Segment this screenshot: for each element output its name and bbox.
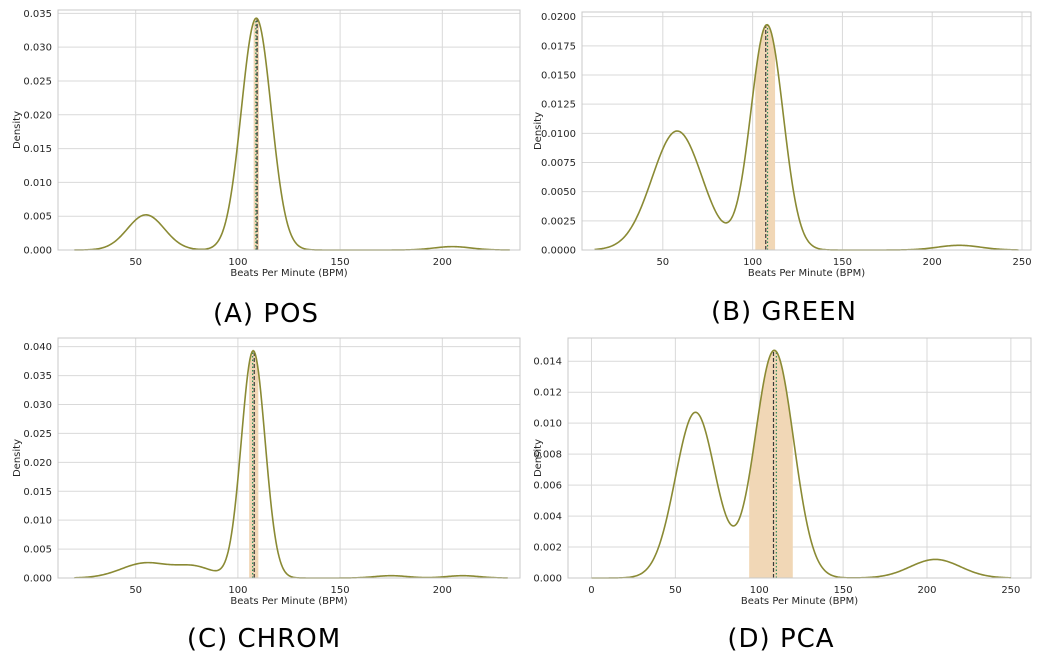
- y-tick-label: 0.005: [23, 545, 52, 556]
- x-tick-label: 50: [129, 585, 142, 596]
- x-tick-label: 0: [588, 585, 594, 596]
- y-tick-label: 0.014: [533, 357, 562, 368]
- y-tick-label: 0.012: [533, 388, 562, 399]
- y-tick-label: 0.002: [533, 543, 562, 554]
- x-tick-label: 200: [433, 585, 452, 596]
- y-tick-label: 0.030: [23, 43, 52, 54]
- x-tick-label: 100: [750, 585, 769, 596]
- plot-frame: [57, 9, 521, 251]
- y-tick-label: 0.040: [23, 342, 52, 353]
- density-curve: [594, 23, 1019, 251]
- density-curve: [74, 349, 508, 579]
- y-axis-label: Density: [12, 439, 23, 477]
- y-tick-label: 0.010: [533, 419, 562, 430]
- y-tick-label: 0.020: [23, 110, 52, 121]
- y-axis-label: Density: [533, 439, 544, 477]
- subplot-1: 0.0000 0.0025 0.0050 0.0075 0.0100 0.0125 0.01…: [533, 11, 1032, 327]
- confidence-band: [249, 350, 259, 578]
- y-tick-label: 0.0150: [541, 71, 576, 82]
- x-tick-label: 200: [433, 257, 452, 268]
- x-tick-label: 250: [1012, 257, 1031, 268]
- x-tick-label: 150: [834, 585, 853, 596]
- plot-frame: [581, 11, 1032, 251]
- density-curve: [74, 17, 510, 251]
- x-tick-label: 50: [656, 257, 669, 268]
- x-tick-label: 150: [331, 257, 350, 268]
- x-tick-label: 150: [331, 585, 350, 596]
- y-tick-label: 0.035: [23, 371, 52, 382]
- y-tick-label: 0.0075: [541, 158, 576, 169]
- y-tick-label: 0.0025: [541, 216, 576, 227]
- subplot-0: 0.000 0.005 0.010 0.015 0.020 0.025 0.030 0.035…: [12, 9, 521, 329]
- x-tick-label: 50: [669, 585, 682, 596]
- y-tick-label: 0.030: [23, 400, 52, 411]
- y-tick-label: 0.0050: [541, 187, 576, 198]
- y-tick-label: 0.0125: [541, 100, 576, 111]
- x-tick-label: 150: [833, 257, 852, 268]
- y-tick-label: 0.000: [23, 574, 52, 585]
- y-tick-label: 0.0175: [541, 41, 576, 52]
- y-tick-label: 0.000: [533, 574, 562, 585]
- y-tick-label: 0.000: [23, 246, 52, 257]
- x-tick-label: 100: [228, 585, 247, 596]
- subplot-2: 0.000 0.005 0.010 0.015 0.020 0.025 0.030 0.035…: [12, 337, 521, 653]
- y-tick-label: 0.010: [23, 178, 52, 189]
- plot-frame: [57, 337, 521, 579]
- y-tick-label: 0.010: [23, 516, 52, 527]
- x-tick-label: 50: [129, 257, 142, 268]
- y-tick-label: 0.015: [23, 487, 52, 498]
- confidence-band: [749, 350, 793, 578]
- x-axis-label: Beats Per Minute (BPM): [230, 268, 347, 279]
- subplot-caption: (A) POS: [213, 299, 319, 329]
- subplot-3: 0.000 0.002 0.004 0.006 0.008 0.010 0.012 0.014…: [533, 337, 1032, 653]
- y-tick-label: 0.0000: [541, 246, 576, 257]
- x-tick-label: 100: [228, 257, 247, 268]
- subplot-caption: (C) CHROM: [187, 624, 341, 653]
- y-axis-label: Density: [12, 111, 23, 149]
- x-axis-label: Beats Per Minute (BPM): [230, 596, 347, 607]
- y-tick-label: 0.006: [533, 481, 562, 492]
- y-tick-label: 0.025: [23, 76, 52, 87]
- y-tick-label: 0.015: [23, 144, 52, 155]
- x-tick-label: 250: [1001, 585, 1020, 596]
- y-tick-label: 0.005: [23, 212, 52, 223]
- x-tick-label: 200: [917, 585, 936, 596]
- subplot-caption: (B) GREEN: [711, 297, 857, 327]
- y-tick-label: 0.0200: [541, 12, 576, 23]
- plot-frame: [567, 337, 1032, 579]
- x-tick-label: 100: [743, 257, 762, 268]
- confidence-band: [755, 24, 776, 251]
- y-tick-label: 0.008: [533, 450, 562, 461]
- y-tick-label: 0.004: [533, 512, 562, 523]
- x-axis-label: Beats Per Minute (BPM): [748, 268, 865, 279]
- subplot-caption: (D) PCA: [727, 624, 834, 653]
- y-tick-label: 0.0100: [541, 129, 576, 140]
- y-axis-label: Density: [533, 112, 544, 150]
- density-curve: [591, 349, 1011, 579]
- y-tick-label: 0.025: [23, 429, 52, 440]
- x-axis-label: Beats Per Minute (BPM): [741, 596, 858, 607]
- x-tick-label: 200: [923, 257, 942, 268]
- y-tick-label: 0.020: [23, 458, 52, 469]
- y-tick-label: 0.035: [23, 9, 52, 20]
